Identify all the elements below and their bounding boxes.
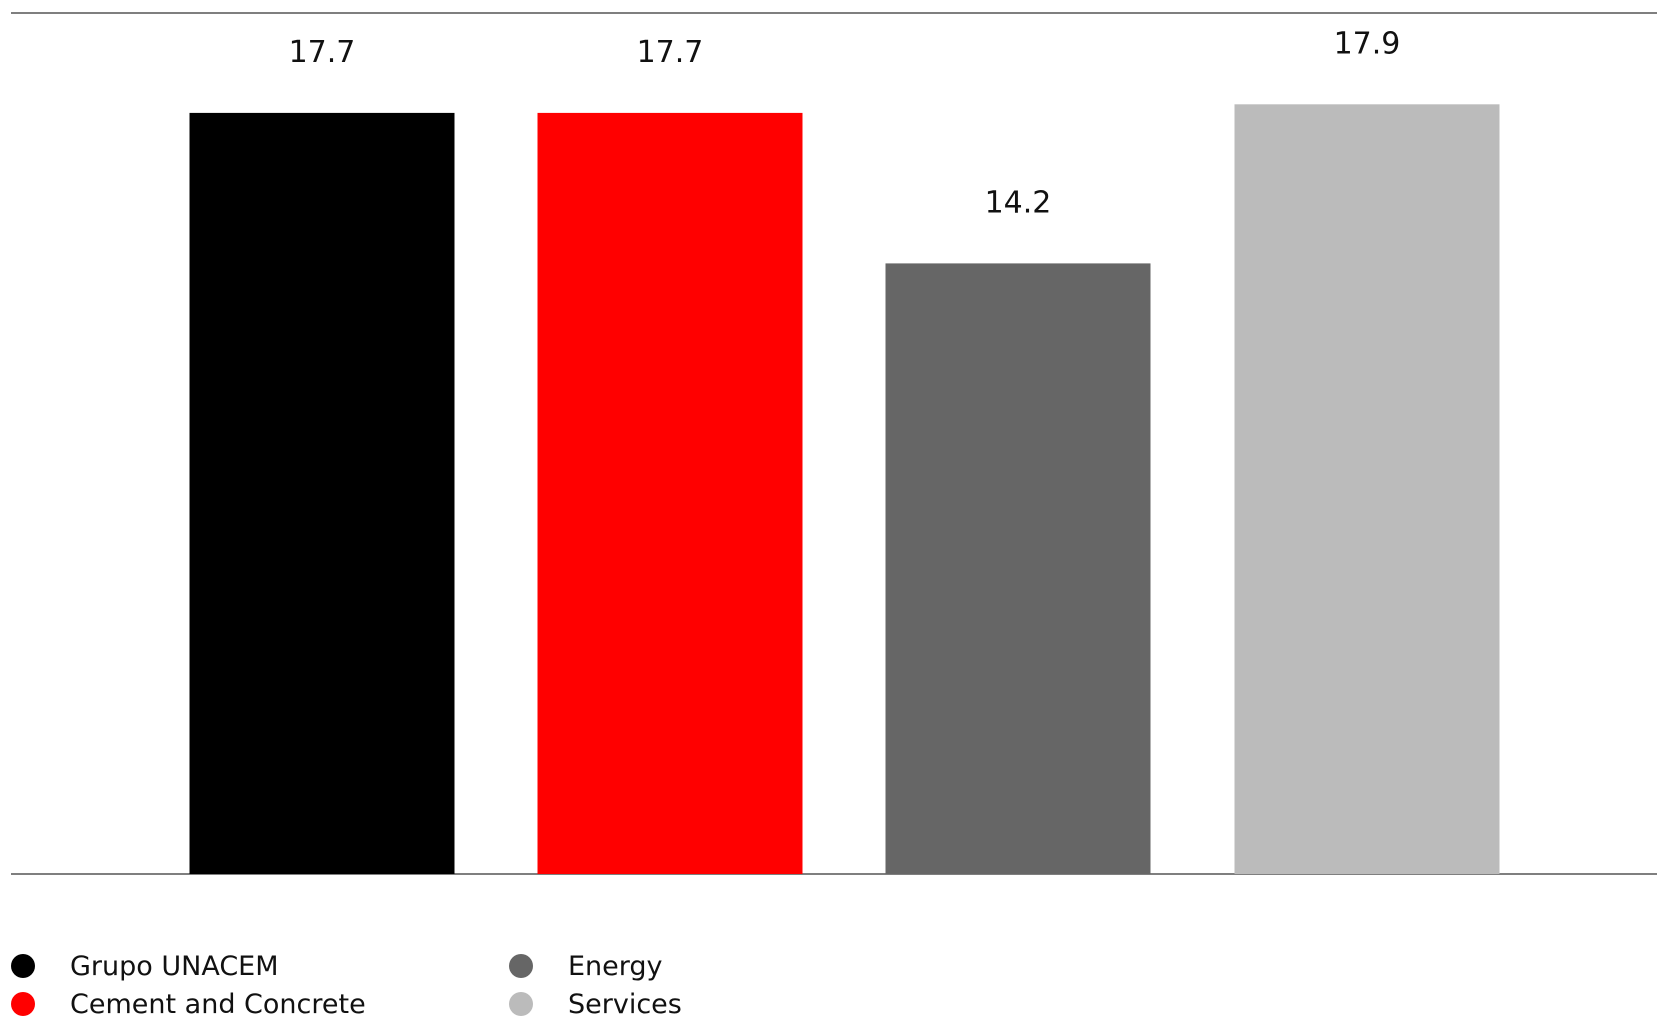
legend: Grupo UNACEM Cement and Concrete Energy … <box>11 948 1011 1028</box>
legend-marker-icon <box>11 954 35 978</box>
legend-marker-icon <box>509 992 533 1016</box>
value-labels-group: 17.7 17.7 14.2 17.9 <box>289 26 1401 220</box>
legend-marker-icon <box>11 992 35 1016</box>
bar-services <box>1234 104 1500 875</box>
legend-item-services: Services <box>509 986 682 1022</box>
value-label-cement-and-concrete: 17.7 <box>637 35 704 70</box>
value-label-energy: 14.2 <box>985 185 1052 220</box>
bar-grupo-unacem <box>189 112 455 874</box>
legend-item-grupo-unacem: Grupo UNACEM <box>11 948 279 984</box>
bar-cement-and-concrete <box>537 112 803 874</box>
legend-label: Grupo UNACEM <box>70 950 279 982</box>
value-label-services: 17.9 <box>1334 26 1401 61</box>
bar-chart: 17.7 17.7 14.2 17.9 <box>11 12 1657 875</box>
legend-item-cement-and-concrete: Cement and Concrete <box>11 986 366 1022</box>
legend-label: Services <box>568 988 682 1020</box>
legend-label: Energy <box>568 950 663 982</box>
bars-group <box>189 104 1500 875</box>
legend-label: Cement and Concrete <box>70 988 366 1020</box>
legend-marker-icon <box>509 954 533 978</box>
legend-item-energy: Energy <box>509 948 663 984</box>
value-label-grupo-unacem: 17.7 <box>289 35 356 70</box>
bar-energy <box>885 263 1151 874</box>
